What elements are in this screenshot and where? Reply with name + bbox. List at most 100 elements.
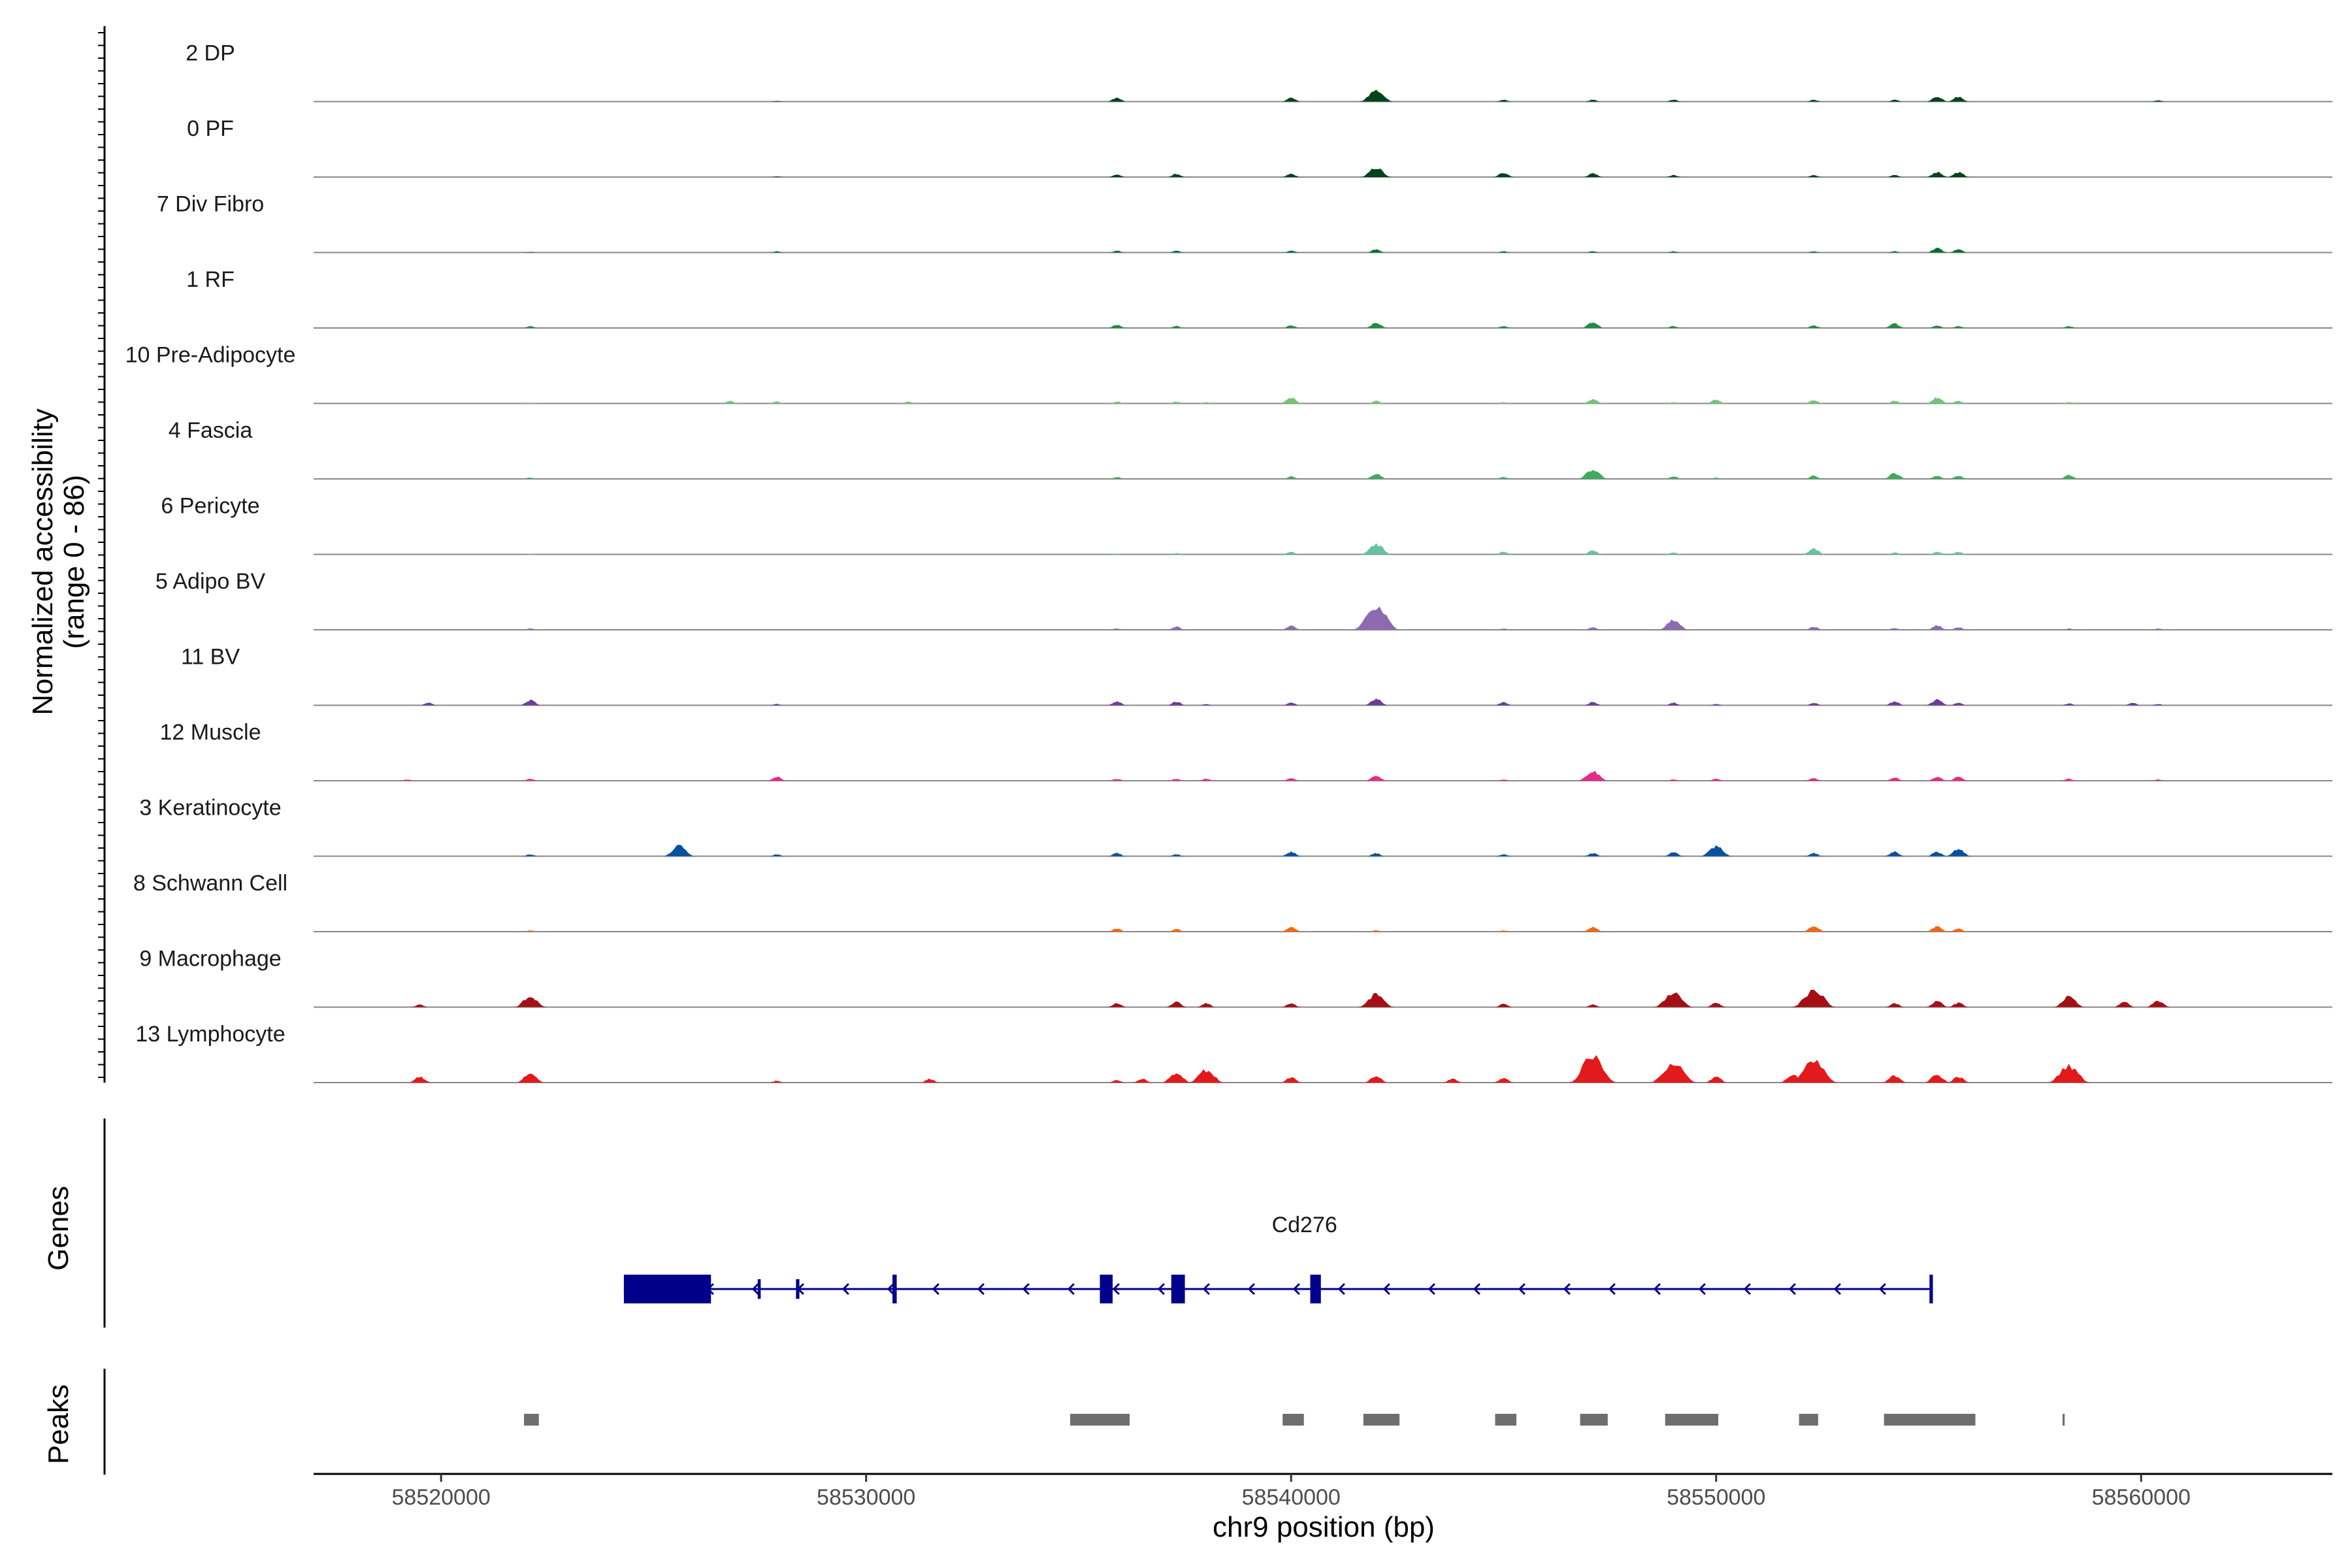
coverage-peak xyxy=(2060,703,2078,706)
track-label: 9 Macrophage xyxy=(139,947,281,972)
coverage-peak xyxy=(1926,248,1948,253)
coverage-peak xyxy=(1949,476,1968,479)
coverage-peak xyxy=(1281,1004,1301,1007)
strand-arrow xyxy=(1337,1282,1345,1296)
strand-arrow xyxy=(932,1282,939,1296)
coverage-peak xyxy=(1109,553,1124,555)
coverage-peak xyxy=(1107,174,1126,177)
coverage-peak xyxy=(1577,470,1609,479)
coverage-peak xyxy=(1925,926,1949,932)
coverage-peak xyxy=(1280,851,1302,857)
coverage-peak xyxy=(1653,992,1694,1007)
x-tick-label: 58520000 xyxy=(392,1485,491,1510)
coverage-peak xyxy=(1950,326,1967,328)
strand-arrow xyxy=(841,1282,849,1296)
coverage-peak xyxy=(1494,702,1513,706)
strand-arrow xyxy=(1698,1282,1706,1296)
coverage-peak xyxy=(1365,776,1388,781)
strand-arrow xyxy=(1833,1282,1841,1296)
strand-arrow xyxy=(1022,1282,1030,1296)
track-2-dp: 2 DP xyxy=(186,41,2332,103)
coverage-peak xyxy=(1665,779,1682,781)
coverage-peak xyxy=(2053,996,2085,1007)
coverage-peak xyxy=(1495,854,1512,857)
peaks-panel-title: Peaks xyxy=(42,1384,74,1464)
coverage-peak xyxy=(1926,625,1948,630)
coverage-peak xyxy=(1886,400,1904,404)
coverage-peak xyxy=(1928,551,1946,555)
track-label: 4 Fascia xyxy=(169,418,253,443)
coverage-peak xyxy=(1569,1055,1618,1083)
coverage-peak xyxy=(522,325,539,328)
coverage-peak xyxy=(1665,99,1682,102)
track-label: 8 Schwann Cell xyxy=(133,871,287,896)
coverage-peak xyxy=(1282,476,1300,479)
strand-arrow xyxy=(1112,1282,1120,1296)
coverage-peak xyxy=(663,845,695,857)
peak-region xyxy=(1580,1414,1608,1426)
coverage-peak xyxy=(1804,400,1823,404)
coverage-peak xyxy=(1495,99,1512,102)
coverage-peak xyxy=(1281,97,1301,102)
coverage-peak xyxy=(1495,251,1512,253)
track-13-lymphocyte: 13 Lymphocyte xyxy=(135,1022,2332,1083)
coverage-peak xyxy=(1948,776,1968,781)
coverage-peak xyxy=(1582,173,1603,177)
coverage-peak xyxy=(900,401,917,404)
coverage-peak xyxy=(1108,401,1126,404)
coverage-peak xyxy=(1665,251,1682,253)
coverage-peak xyxy=(1949,627,1968,630)
track-label: 12 Muscle xyxy=(160,720,261,745)
coverage-peak xyxy=(1352,606,1401,630)
coverage-peak xyxy=(2150,704,2166,706)
coverage-peak xyxy=(1364,1076,1389,1083)
coverage-peak xyxy=(1280,1077,1303,1083)
coverage-peak xyxy=(1495,779,1512,781)
coverage-peak xyxy=(1700,845,1733,857)
coverage-peak xyxy=(1882,1075,1908,1083)
coverage-peak xyxy=(1665,174,1682,177)
coverage-peak xyxy=(1886,99,1903,102)
track-label: 5 Adipo BV xyxy=(155,569,266,594)
peak-region xyxy=(2062,1414,2065,1426)
coverage-peak xyxy=(1166,702,1186,706)
coverage-peak xyxy=(1949,400,1968,404)
coverage-peak xyxy=(1577,770,1609,781)
strand-arrow xyxy=(1247,1282,1255,1296)
strand-arrow xyxy=(1518,1282,1526,1296)
coverage-peak xyxy=(1494,551,1513,555)
coverage-peak xyxy=(399,779,415,781)
coverage-peak xyxy=(522,778,539,781)
coverage-peak xyxy=(1663,852,1684,857)
coverage-peak xyxy=(1884,851,1906,857)
coverage-peak xyxy=(1925,1001,1950,1007)
coverage-peak xyxy=(1779,1075,1806,1083)
coverage-peak xyxy=(1805,99,1823,102)
coverage-peak xyxy=(1495,930,1512,932)
coverage-peak xyxy=(1708,704,1724,706)
coverage-peak xyxy=(1582,550,1603,555)
coverage-peak xyxy=(1107,97,1127,102)
coverage-peak xyxy=(1886,174,1903,177)
gene-exon xyxy=(1310,1275,1321,1303)
coverage-peak xyxy=(1791,989,1837,1007)
track-8-schwann-cell: 8 Schwann Cell xyxy=(133,871,2332,932)
coverage-peak xyxy=(1925,397,1950,404)
coverage-peak xyxy=(1665,325,1682,328)
coverage-peak xyxy=(1366,853,1386,857)
coverage-peak xyxy=(1282,325,1300,328)
coverage-peak xyxy=(1443,1078,1463,1083)
coverage-peak xyxy=(1107,853,1126,857)
strand-arrow xyxy=(887,1282,894,1296)
coverage-peak xyxy=(2123,702,2142,706)
coverage-peak xyxy=(1168,325,1185,328)
track-3-keratinocyte: 3 Keratinocyte xyxy=(139,796,2332,857)
gene-exon xyxy=(1929,1275,1933,1303)
coverage-peak xyxy=(2150,629,2166,630)
coverage-peak xyxy=(523,402,538,404)
coverage-peak xyxy=(1198,402,1214,404)
coverage-peak xyxy=(522,930,538,932)
coverage-peak xyxy=(1884,701,1905,706)
coverage-peak xyxy=(1580,323,1605,328)
track-5-adipo-bv: 5 Adipo BV xyxy=(155,569,2332,630)
